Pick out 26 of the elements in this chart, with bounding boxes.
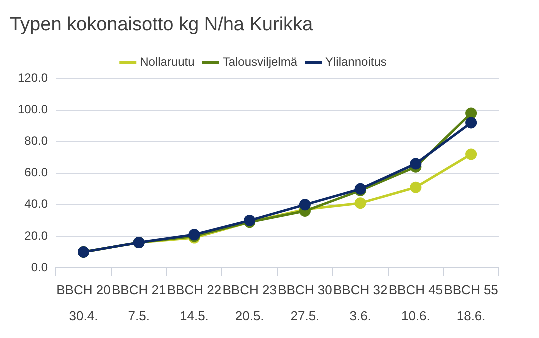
x-tick-label: BBCH 21 7.5. xyxy=(112,282,166,324)
legend-label: Nollaruutu xyxy=(140,55,195,70)
point xyxy=(466,108,478,120)
y-tick-label: 120.0 xyxy=(18,71,48,86)
x-tick-label: BBCH 30 27.5. xyxy=(278,282,332,324)
y-tick-label: 100.0 xyxy=(18,102,48,117)
x-tick-label: BBCH 32 3.6. xyxy=(333,282,388,324)
y-tick-label: 80.0 xyxy=(24,134,48,148)
point xyxy=(354,198,366,210)
legend-label: Ylilannoitus xyxy=(326,55,387,70)
point xyxy=(466,148,478,160)
point xyxy=(466,117,478,129)
x-tick-label: BBCH 23 20.5. xyxy=(222,282,277,324)
chart-title: Typen kokonaisotto kg N/ha Kurikka xyxy=(10,14,314,36)
legend-label: Talousviljelmä xyxy=(222,55,298,70)
x-tick-label: BBCH 45 10.6. xyxy=(388,282,444,324)
x-tick-label: BBCH 22 14.5. xyxy=(167,282,222,324)
point xyxy=(410,158,422,170)
y-tick-label: 60.0 xyxy=(24,166,48,180)
y-tick-label: 20.0 xyxy=(24,228,48,243)
point xyxy=(410,182,422,194)
x-tick-label: BBCH 55 18.6. xyxy=(444,282,498,324)
point xyxy=(299,199,311,211)
y-tick-label: 40.0 xyxy=(24,197,48,212)
x-tick-label: BBCH 20 30.4. xyxy=(56,282,111,324)
y-tick-label: 0.0 xyxy=(31,260,48,274)
